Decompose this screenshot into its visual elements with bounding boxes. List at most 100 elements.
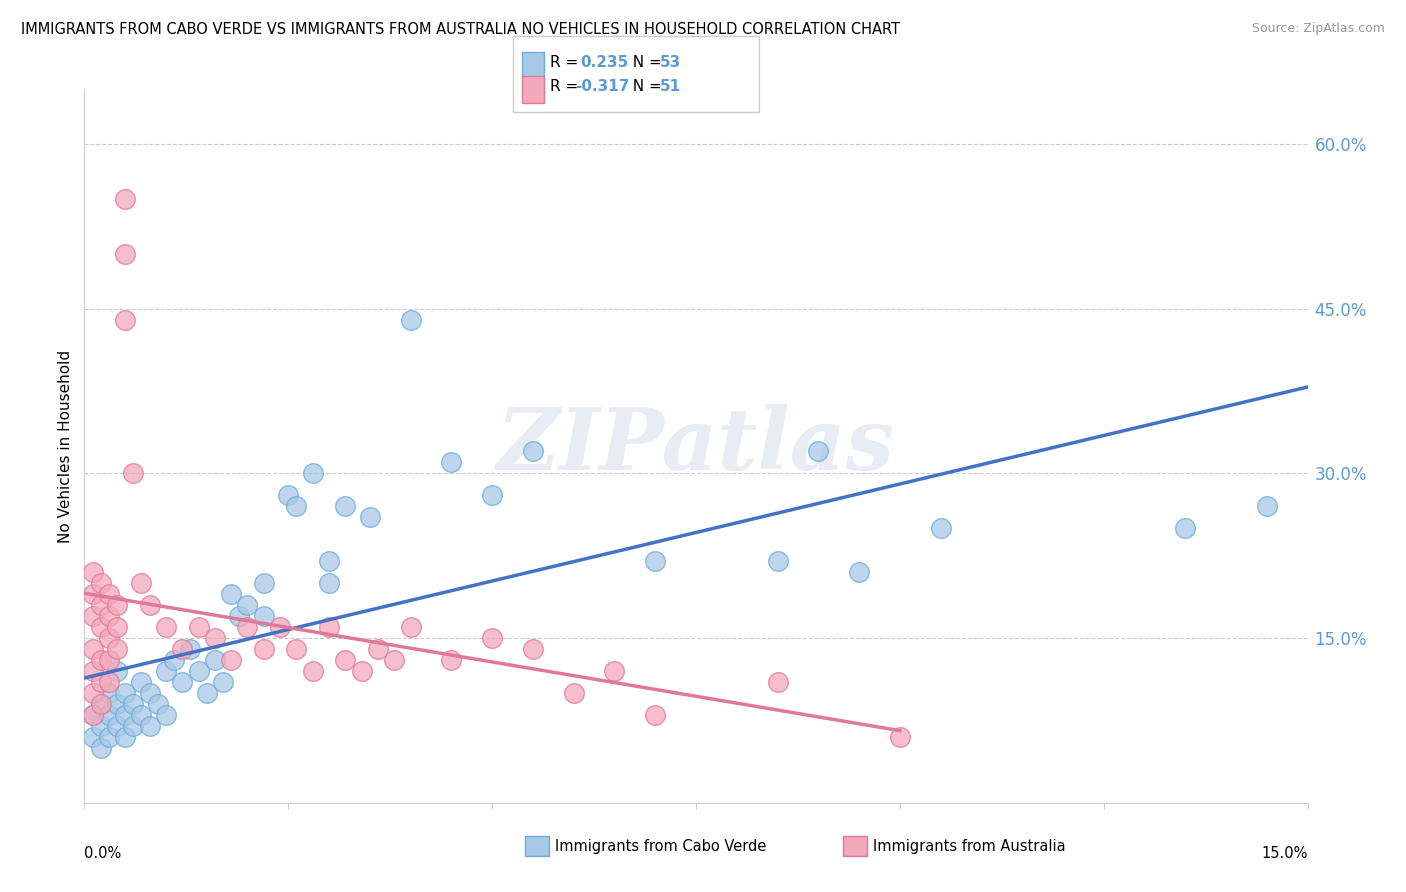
Y-axis label: No Vehicles in Household: No Vehicles in Household — [58, 350, 73, 542]
Point — [146, 697, 169, 711]
Point — [97, 730, 120, 744]
Point — [644, 708, 666, 723]
Point — [82, 708, 104, 723]
Point — [122, 697, 145, 711]
Point — [90, 719, 112, 733]
Point — [440, 653, 463, 667]
Point — [603, 664, 626, 678]
Point — [114, 247, 136, 261]
Point — [219, 587, 242, 601]
Point — [114, 312, 136, 326]
Point — [277, 488, 299, 502]
Point — [522, 444, 544, 458]
Point — [163, 653, 186, 667]
Point — [204, 631, 226, 645]
Point — [97, 631, 120, 645]
Point — [138, 598, 160, 612]
Point — [105, 664, 128, 678]
Point — [155, 708, 177, 723]
Text: IMMIGRANTS FROM CABO VERDE VS IMMIGRANTS FROM AUSTRALIA NO VEHICLES IN HOUSEHOLD: IMMIGRANTS FROM CABO VERDE VS IMMIGRANTS… — [21, 22, 900, 37]
Point — [236, 620, 259, 634]
Point — [90, 697, 112, 711]
Text: 0.0%: 0.0% — [84, 846, 121, 861]
Point — [285, 642, 308, 657]
Point — [236, 598, 259, 612]
Text: -0.317: -0.317 — [575, 79, 630, 94]
Point — [114, 686, 136, 700]
Point — [212, 675, 235, 690]
Point — [82, 686, 104, 700]
Text: 15.0%: 15.0% — [1261, 846, 1308, 861]
Text: 0.235: 0.235 — [581, 55, 628, 70]
Point — [219, 653, 242, 667]
Point — [105, 697, 128, 711]
Point — [82, 566, 104, 580]
Point — [204, 653, 226, 667]
Text: R =: R = — [550, 55, 588, 70]
Point — [82, 730, 104, 744]
Point — [367, 642, 389, 657]
Point — [82, 587, 104, 601]
Point — [131, 675, 153, 690]
Point — [97, 587, 120, 601]
Point — [285, 500, 308, 514]
Point — [318, 620, 340, 634]
Point — [105, 719, 128, 733]
Point — [562, 686, 585, 700]
Point — [114, 730, 136, 744]
Bar — [842, 837, 868, 856]
Text: Immigrants from Australia: Immigrants from Australia — [873, 838, 1066, 854]
Text: Immigrants from Cabo Verde: Immigrants from Cabo Verde — [555, 838, 766, 854]
Point — [318, 554, 340, 568]
Point — [179, 642, 201, 657]
Text: 53: 53 — [659, 55, 681, 70]
Point — [82, 664, 104, 678]
Point — [138, 686, 160, 700]
Text: Source: ZipAtlas.com: Source: ZipAtlas.com — [1251, 22, 1385, 36]
Point — [481, 631, 503, 645]
Point — [399, 620, 422, 634]
Point — [155, 620, 177, 634]
Point — [766, 554, 789, 568]
Point — [172, 642, 194, 657]
Point — [131, 708, 153, 723]
Point — [90, 620, 112, 634]
Point — [90, 675, 112, 690]
Point — [848, 566, 870, 580]
Point — [187, 664, 209, 678]
Point — [522, 642, 544, 657]
Point — [335, 500, 357, 514]
Point — [644, 554, 666, 568]
Point — [253, 609, 276, 624]
Point — [114, 708, 136, 723]
Text: ZIPatlas: ZIPatlas — [496, 404, 896, 488]
Point — [97, 708, 120, 723]
Point — [766, 675, 789, 690]
Point — [350, 664, 373, 678]
Point — [440, 455, 463, 469]
Point — [399, 312, 422, 326]
Point — [195, 686, 218, 700]
Point — [138, 719, 160, 733]
Point — [1256, 500, 1278, 514]
Point — [335, 653, 357, 667]
Point — [82, 642, 104, 657]
Point — [481, 488, 503, 502]
Point — [90, 653, 112, 667]
Point — [97, 653, 120, 667]
Point — [90, 598, 112, 612]
Point — [82, 609, 104, 624]
Bar — [524, 837, 550, 856]
Point — [228, 609, 250, 624]
Point — [253, 576, 276, 591]
Text: N =: N = — [623, 55, 666, 70]
Point — [97, 675, 120, 690]
Point — [90, 576, 112, 591]
Point — [929, 521, 952, 535]
Point — [90, 697, 112, 711]
Point — [172, 675, 194, 690]
Point — [382, 653, 405, 667]
Point — [105, 620, 128, 634]
Point — [889, 730, 911, 744]
Point — [105, 598, 128, 612]
